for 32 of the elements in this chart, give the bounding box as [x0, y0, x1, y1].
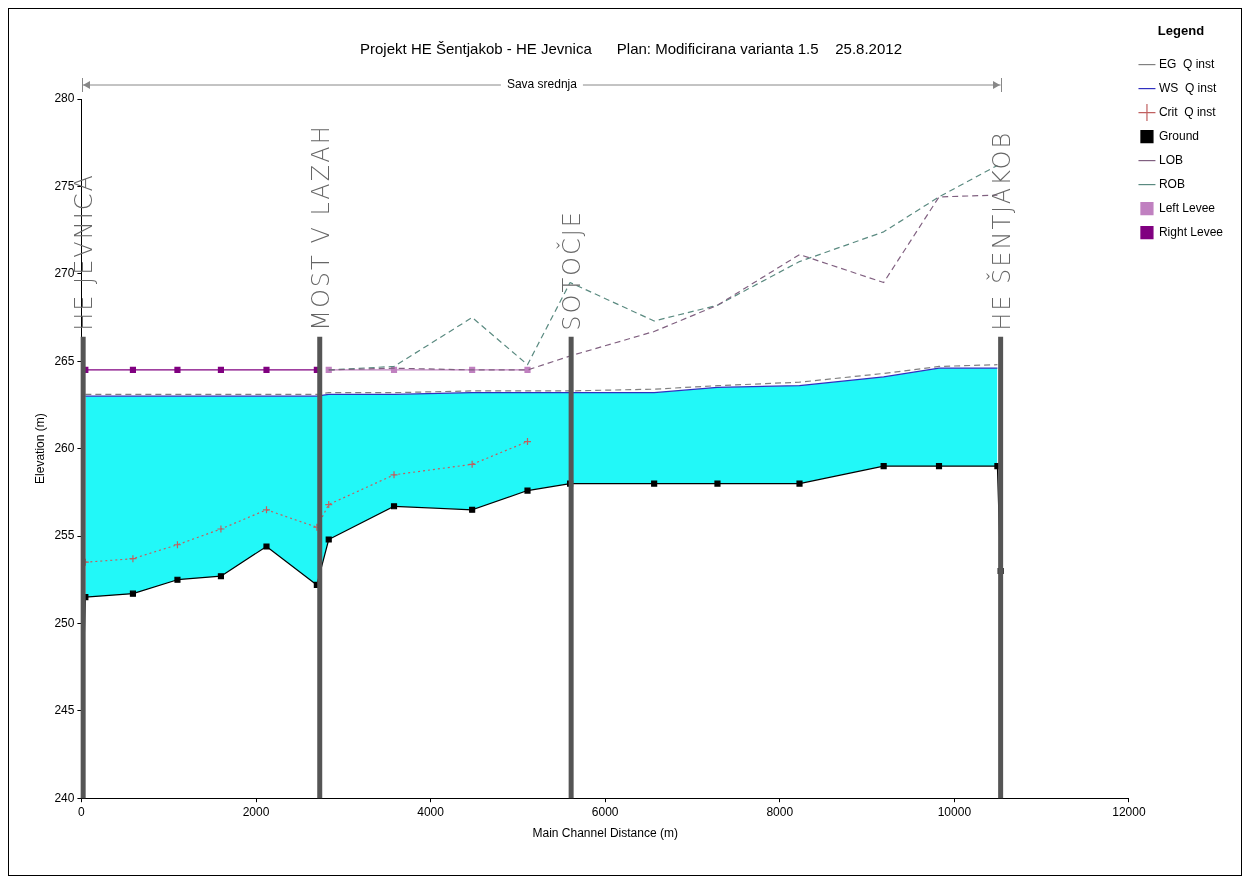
y-axis-title: Elevation (m): [32, 413, 47, 484]
ref-line-label: SOTOČJE: [556, 210, 587, 331]
y-tick-label: 265: [54, 353, 75, 368]
legend-label: ROB: [1158, 176, 1185, 191]
x-tick-label: 8000: [766, 804, 794, 819]
legend-label: EG Q inst: [1158, 56, 1215, 71]
x-tick-label: 0: [78, 804, 86, 819]
y-tick-label: 255: [54, 528, 75, 543]
x-tick-label: 12000: [1112, 804, 1146, 819]
ref-line-label: MOST V LAZAH: [306, 124, 335, 331]
y-tick-label: 270: [54, 266, 75, 281]
x-tick-label: 4000: [417, 804, 445, 819]
chart-title: Projekt HE Šentjakob - HE Jevnica Plan: Modificirana varianta 1.5 25.8.2012: [360, 40, 902, 58]
ref-line-label: HE ŠENTJAKOB: [985, 130, 1016, 331]
legend-title: Legend: [1157, 23, 1205, 39]
legend-label: LOB: [1158, 152, 1183, 167]
legend-label: Crit Q inst: [1158, 104, 1217, 119]
legend-label: Ground: [1158, 128, 1199, 143]
legend-label: Left Levee: [1158, 200, 1216, 215]
legend-label: WS Q inst: [1158, 80, 1217, 95]
y-tick-label: 280: [54, 91, 75, 106]
x-tick-label: 2000: [242, 804, 270, 819]
x-tick-label: 10000: [937, 804, 972, 819]
x-axis-title: Main Channel Distance (m): [532, 826, 678, 841]
y-tick-label: 245: [54, 703, 75, 718]
y-tick-label: 250: [54, 615, 75, 630]
y-tick-label: 260: [54, 440, 75, 455]
legend-label: Right Levee: [1158, 224, 1224, 239]
text: Sava srednja: [506, 77, 578, 92]
y-tick-label: 240: [54, 790, 75, 805]
x-tick-label: 6000: [591, 804, 619, 819]
y-tick-label: 275: [54, 178, 75, 193]
